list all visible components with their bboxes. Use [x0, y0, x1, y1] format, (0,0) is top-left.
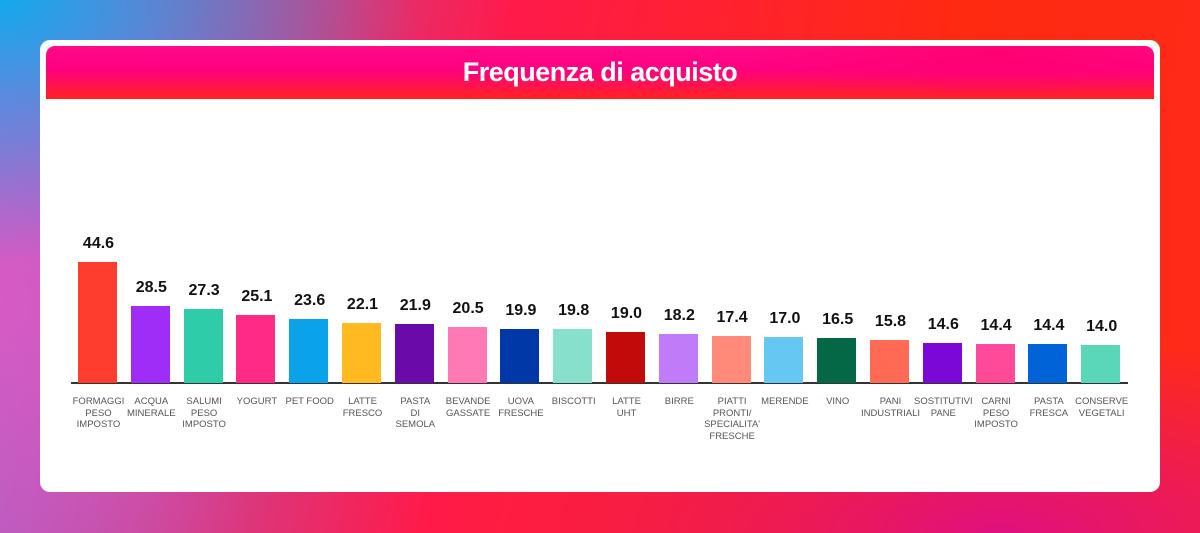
value-label: 14.6	[927, 316, 959, 334]
value-label: 18.2	[663, 306, 695, 324]
value-label: 19.0	[610, 304, 643, 322]
value-label: 16.5	[822, 311, 854, 329]
bar	[289, 319, 329, 383]
bar-group: 25.1 YOGURT	[230, 40, 283, 492]
bar	[606, 331, 645, 383]
category-label: BISCOTTI	[551, 396, 596, 407]
bar-group: 14.4 CARNI PESO IMPOSTO	[970, 40, 1023, 492]
bar	[394, 323, 434, 383]
bar	[658, 333, 698, 383]
x-axis-line	[71, 382, 1128, 384]
category-label: SOSTITUTIVI PANE	[914, 396, 973, 419]
bar	[764, 336, 804, 383]
bar-group: 19.9 UOVA FRESCHE	[494, 40, 547, 492]
category-label: BEVANDE GASSATE	[445, 396, 491, 419]
value-label: 44.6	[82, 235, 115, 253]
value-label: 25.1	[241, 287, 273, 305]
value-label: 14.0	[1086, 318, 1118, 336]
bar-group: 23.6 PET FOOD	[283, 40, 336, 492]
category-label: PASTA DI SEMOLA	[395, 396, 436, 430]
category-label: FORMAGGI PESO IMPOSTO	[72, 396, 125, 430]
bar-group: 19.0 LATTE UHT	[600, 40, 653, 492]
value-label: 17.0	[769, 309, 801, 327]
value-label: 20.5	[452, 300, 484, 318]
bar	[1081, 345, 1121, 383]
bar-group: 19.8 BISCOTTI	[547, 40, 600, 492]
chart-header: Frequenza di acquisto	[46, 46, 1154, 99]
value-label: 23.6	[294, 292, 326, 310]
bar-group: 17.4 PIATTI PRONTI/ SPECIALITA' FRESCHE	[704, 40, 760, 492]
value-label: 21.9	[399, 296, 431, 314]
bar	[711, 335, 751, 383]
bar	[130, 305, 170, 383]
value-label: 27.3	[188, 282, 220, 300]
category-label: SALUMI PESO IMPOSTO	[182, 396, 226, 430]
category-label: YOGURT	[236, 396, 278, 407]
value-label: 14.4	[1033, 316, 1065, 334]
category-label: BIRRE	[664, 396, 694, 407]
category-label: PANI INDUSTRIALI	[860, 396, 921, 419]
category-label: LATTE UHT	[612, 396, 641, 419]
category-label: ACQUA MINERALE	[127, 396, 176, 419]
bar	[975, 343, 1015, 383]
category-label: PET FOOD	[285, 396, 334, 407]
category-label: LATTE FRESCO	[342, 396, 383, 419]
chart-title: Frequenza di acquisto	[462, 57, 738, 87]
bar	[870, 340, 909, 383]
bar-chart: 44.6 FORMAGGI PESO IMPOSTO 28.5 ACQUA MINER…	[40, 40, 1160, 492]
bar-group: 14.0 CONSERVE VEGETALI	[1075, 40, 1128, 492]
category-label: CONSERVE VEGETALI	[1075, 396, 1129, 419]
value-label: 15.8	[874, 313, 907, 331]
bar-group: 15.8 PANI INDUSTRIALI	[861, 40, 920, 492]
bar-group: 14.4 PASTA FRESCA	[1022, 40, 1075, 492]
category-label: PASTA FRESCA	[1029, 396, 1069, 419]
bar-group: 18.2 BIRRE	[653, 40, 706, 492]
bar-group: 17.0 MERENDE	[758, 40, 811, 492]
value-label: 22.1	[346, 296, 379, 314]
bar-group: 14.6 SOSTITUTIVI PANE	[914, 40, 973, 492]
value-label: 17.4	[716, 308, 748, 326]
category-label: PIATTI PRONTI/ SPECIALITA' FRESCHE	[704, 396, 761, 442]
category-label: VINO	[826, 396, 850, 407]
category-label: UOVA FRESCHE	[498, 396, 544, 419]
category-label: CARNI PESO IMPOSTO	[974, 396, 1018, 430]
bar-group: 20.5 BEVANDE GASSATE	[442, 40, 495, 492]
bar	[553, 329, 593, 383]
bar	[342, 323, 381, 383]
value-label: 14.4	[980, 316, 1012, 334]
value-label: 28.5	[135, 278, 167, 296]
bar-group: 21.9 PASTA DI SEMOLA	[389, 40, 442, 492]
bar-group: 27.3 SALUMI PESO IMPOSTO	[178, 40, 231, 492]
category-label: MERENDE	[761, 396, 809, 407]
value-label: 19.8	[558, 302, 590, 320]
bar-group: 16.5 VINO	[811, 40, 864, 492]
bar	[236, 314, 276, 383]
bar	[500, 329, 540, 383]
bar	[817, 338, 857, 383]
bar	[447, 327, 487, 383]
bar-group: 28.5 ACQUA MINERALE	[125, 40, 178, 492]
bar	[1028, 343, 1068, 383]
chart-card: Frequenza di acquisto 44.6 FORMAGGI PESO …	[40, 40, 1160, 492]
bar	[78, 262, 117, 383]
bar	[922, 343, 962, 383]
bar-group: 44.6 FORMAGGI PESO IMPOSTO	[72, 40, 125, 492]
value-label: 19.9	[505, 302, 537, 320]
bar-group: 22.1 LATTE FRESCO	[336, 40, 389, 492]
bar	[183, 309, 223, 383]
